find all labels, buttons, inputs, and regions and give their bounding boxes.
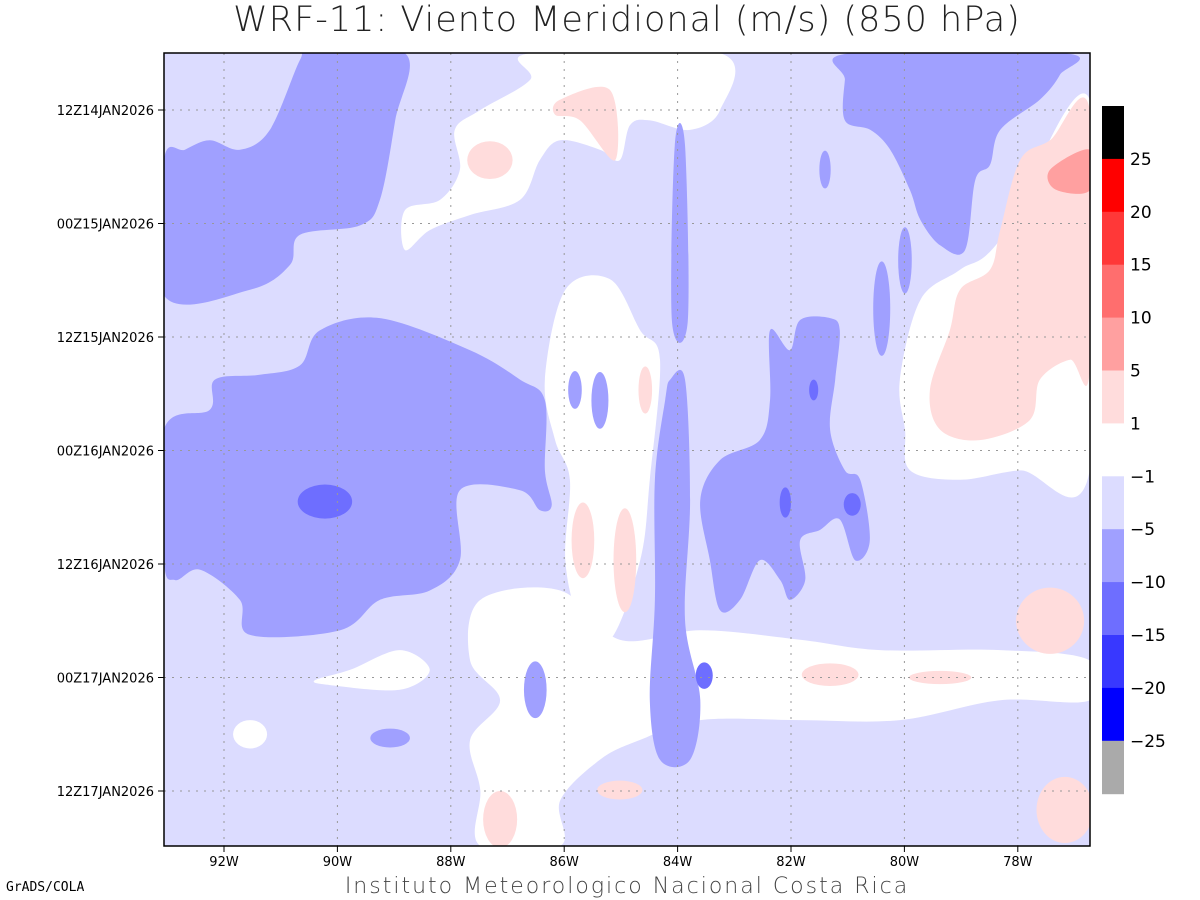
plot-frame [163, 52, 1091, 847]
y-tick-label: 12Z15JAN2026 [57, 331, 154, 346]
x-tick-label: 88W [436, 855, 466, 870]
colorbar-swatch [1102, 635, 1124, 689]
colorbar-label: −10 [1130, 573, 1166, 593]
grads-credit: GrADS/COLA [6, 880, 85, 895]
colorbar-label: −25 [1130, 732, 1166, 752]
contour-field [164, 53, 1090, 846]
contour-region [467, 587, 1090, 846]
contour-blob [597, 780, 643, 800]
colorbar-swatch [1102, 158, 1124, 213]
colorbar-swatch [1102, 423, 1124, 477]
contour-region [164, 53, 410, 305]
contour-blob [898, 227, 912, 294]
x-tick-label: 92W [209, 855, 239, 870]
contour-region [164, 317, 552, 638]
x-tick-label: 82W [776, 855, 806, 870]
contour-blob [571, 502, 595, 579]
contour-blob [233, 720, 268, 749]
contour-blob [819, 150, 831, 189]
contour-blob [613, 508, 637, 613]
colorbar-swatch [1102, 529, 1124, 583]
colorbar-label: −15 [1130, 626, 1166, 646]
colorbar-label: 5 [1130, 362, 1141, 382]
colorbar-swatch [1102, 476, 1124, 530]
contour-region [552, 86, 619, 161]
colorbar-label: −5 [1130, 520, 1155, 540]
contour-region [1047, 149, 1090, 194]
y-tick-label: 00Z15JAN2026 [57, 218, 154, 233]
contour-blob [638, 366, 653, 414]
colorbar-label: −20 [1130, 679, 1166, 699]
colorbar-swatch [1102, 687, 1124, 742]
colorbar-label: 25 [1130, 150, 1152, 170]
colorbar-swatch [1102, 582, 1124, 636]
y-tick-label: 00Z16JAN2026 [57, 445, 154, 460]
contour-blob [873, 261, 891, 356]
chart-title: WRF-11: Viento Meridional (m/s) (850 hPa… [233, 0, 1021, 40]
contour-blob [467, 141, 513, 180]
colorbar-swatch [1102, 106, 1124, 160]
contour-blob [591, 371, 609, 429]
contour-blob [297, 484, 353, 519]
colorbar-label: 10 [1130, 309, 1152, 329]
contour-blob [779, 487, 792, 518]
colorbar: 25 20 15 10 5 1 −1 −5 −10 −15 −20 −25 [1102, 106, 1166, 795]
y-tick-label: 12Z17JAN2026 [57, 785, 154, 800]
contour-blob [370, 728, 410, 748]
contour-blob [568, 371, 582, 409]
colorbar-swatch [1102, 317, 1124, 371]
x-tick-label: 78W [1003, 855, 1033, 870]
contour-blob [843, 493, 861, 516]
contour-region [700, 316, 870, 613]
x-tick-label: 86W [549, 855, 579, 870]
contour-region [671, 123, 689, 343]
colorbar-swatch [1102, 264, 1124, 319]
contour-blob [801, 663, 859, 687]
contour-region [401, 53, 736, 251]
footer-institution: Instituto Meteorologico Nacional Costa R… [344, 874, 910, 899]
contour-blob [809, 379, 819, 401]
colorbar-label: −1 [1130, 467, 1155, 487]
x-tick-label: 90W [323, 855, 353, 870]
contour-blob [1016, 587, 1085, 654]
contour-region [313, 650, 430, 691]
y-tick-label: 12Z14JAN2026 [57, 104, 154, 119]
colorbar-label: 1 [1130, 414, 1141, 434]
y-tick-label: 12Z16JAN2026 [57, 558, 154, 573]
axes: 92W 90W 88W 86W 84W 82W 80W 78W 12Z14JAN2026 00Z1… [57, 104, 1033, 870]
y-tick-label: 00Z17JAN2026 [57, 672, 154, 687]
colorbar-label: 20 [1130, 203, 1152, 223]
x-tick-label: 84W [663, 855, 693, 870]
contour-blob [483, 791, 518, 846]
contour-blob [523, 661, 547, 719]
colorbar-label: 15 [1130, 256, 1152, 276]
contour-region [649, 369, 701, 768]
colorbar-swatch [1102, 740, 1124, 795]
contour-blob [1036, 776, 1090, 844]
x-tick-label: 80W [890, 855, 920, 870]
colorbar-swatch [1102, 370, 1124, 424]
colorbar-swatch [1102, 211, 1124, 266]
contour-region [832, 53, 1080, 255]
contour-blob [695, 662, 713, 689]
